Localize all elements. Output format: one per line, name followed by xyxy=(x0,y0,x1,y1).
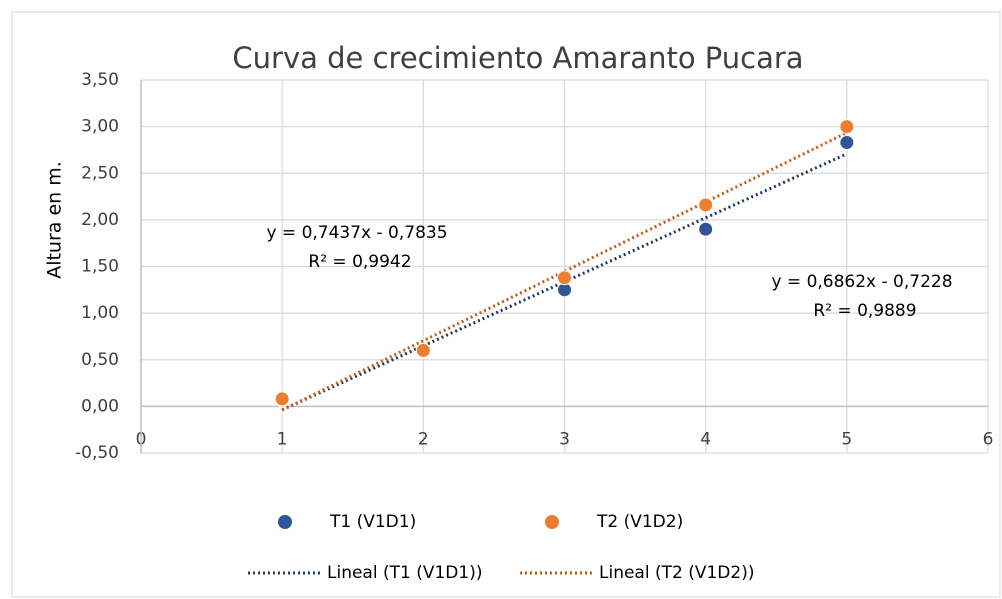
trendline-equation: y = 0,7437x - 0,7835 xyxy=(266,223,447,243)
y-tick-label: 0,00 xyxy=(81,396,119,416)
x-tick-label: 2 xyxy=(418,429,429,449)
legend-label: T1 (V1D1) xyxy=(329,512,416,532)
x-tick-label: 4 xyxy=(700,429,711,449)
y-tick-label: 3,00 xyxy=(81,117,119,137)
y-tick-label: 3,50 xyxy=(81,70,119,90)
y-tick-label: 0,50 xyxy=(81,350,119,370)
point xyxy=(839,119,855,135)
y-axis-label: Altura en m. xyxy=(44,161,66,279)
y-tick-label: 1,00 xyxy=(81,303,119,323)
point xyxy=(274,391,290,407)
x-tick-label: 1 xyxy=(277,429,288,449)
chart-frame xyxy=(11,11,1001,598)
x-tick-label: 5 xyxy=(841,429,852,449)
legend-label: T2 (V1D2) xyxy=(596,512,683,532)
y-tick-label: 2,50 xyxy=(81,163,119,183)
x-tick-label: 6 xyxy=(983,429,994,449)
trendline xyxy=(281,152,848,412)
trendline-r2: R² = 0,9942 xyxy=(308,252,411,272)
x-tick-label: 3 xyxy=(559,429,570,449)
trendline-r2: R² = 0,9889 xyxy=(813,301,916,321)
legend-marker xyxy=(278,515,292,529)
y-tick-label: -0,50 xyxy=(75,443,119,463)
point xyxy=(839,134,855,150)
trendline-equation: y = 0,6862x - 0,7228 xyxy=(771,272,952,292)
y-tick-label: 1,50 xyxy=(81,257,119,277)
point xyxy=(557,270,572,286)
y-tick-label: 2,00 xyxy=(81,210,119,230)
legend-marker xyxy=(545,515,559,529)
point xyxy=(698,221,714,237)
chart-title: Curva de crecimiento Amaranto Pucara xyxy=(232,41,803,75)
point xyxy=(415,342,431,358)
legend-label: Lineal (T1 (V1D1)) xyxy=(327,563,482,583)
point xyxy=(698,197,714,213)
legend-label: Lineal (T2 (V1D2)) xyxy=(599,563,754,583)
